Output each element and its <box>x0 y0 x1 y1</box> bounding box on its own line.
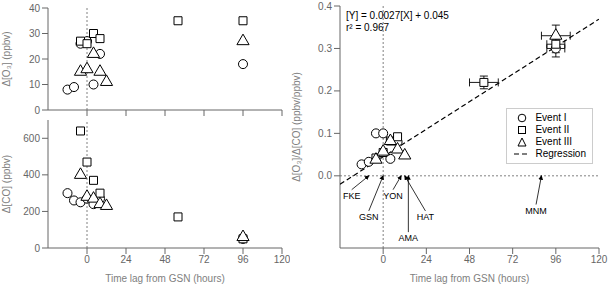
svg-text:AMA: AMA <box>399 233 419 243</box>
svg-text:96: 96 <box>550 254 562 265</box>
svg-text:0: 0 <box>84 254 90 265</box>
svg-text:48: 48 <box>464 254 476 265</box>
html-text:Event II: Event II <box>535 124 570 135</box>
svg-text:FKE: FKE <box>343 191 361 201</box>
svg-text:0: 0 <box>380 254 386 265</box>
svg-text:200: 200 <box>23 206 40 217</box>
svg-text:24: 24 <box>421 254 433 265</box>
html-text:Regression: Regression <box>535 148 586 159</box>
svg-text:72: 72 <box>198 254 210 265</box>
svg-text:48: 48 <box>159 254 171 265</box>
svg-text:MNM: MNM <box>525 206 547 216</box>
svg-text:YON: YON <box>383 191 403 201</box>
svg-text:0.2: 0.2 <box>318 85 332 96</box>
svg-text:120: 120 <box>274 254 290 265</box>
svg-text:10: 10 <box>29 79 41 90</box>
svg-text:96: 96 <box>237 254 249 265</box>
svg-text:40: 40 <box>29 3 41 14</box>
svg-text:HAT: HAT <box>417 212 435 222</box>
svg-text:0.1: 0.1 <box>318 128 332 139</box>
svg-text:Time lag from GSN (hours): Time lag from GSN (hours) <box>105 273 225 284</box>
svg-text:72: 72 <box>507 254 519 265</box>
svg-text:120: 120 <box>591 254 601 265</box>
svg-text:0.0: 0.0 <box>318 170 332 181</box>
svg-text:0: 0 <box>34 243 40 254</box>
svg-text:0.4: 0.4 <box>318 1 332 12</box>
svg-text:24: 24 <box>120 254 132 265</box>
html-text:[Y] = 0.0027[X] + 0.045: [Y] = 0.0027[X] + 0.045 <box>346 10 449 21</box>
html-text:Event III: Event III <box>535 136 573 147</box>
svg-text:30: 30 <box>29 28 41 39</box>
svg-text:400: 400 <box>23 169 40 180</box>
svg-text:Δ[O₃]/Δ[CO] (ppbv/ppbv): Δ[O₃]/Δ[CO] (ppbv/ppbv) <box>291 72 302 182</box>
html-text:r² = 0.967: r² = 0.967 <box>346 22 390 33</box>
svg-text:0.3: 0.3 <box>318 43 332 54</box>
svg-text:Δ[CO] (ppbv): Δ[CO] (ppbv) <box>8 155 12 213</box>
html-text:Event I: Event I <box>535 112 567 123</box>
svg-text:GSN: GSN <box>359 212 379 222</box>
svg-text:Δ[O₃] (ppbv): Δ[O₃] (ppbv) <box>8 31 12 86</box>
svg-text:0: 0 <box>34 105 40 116</box>
svg-text:Time lag from GSN (hours): Time lag from GSN (hours) <box>410 273 530 284</box>
svg-text:20: 20 <box>29 54 41 65</box>
svg-text:600: 600 <box>23 133 40 144</box>
